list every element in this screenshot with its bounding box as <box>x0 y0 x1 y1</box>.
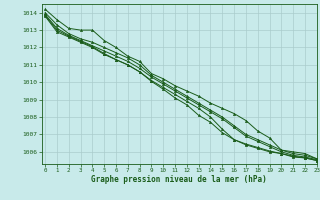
X-axis label: Graphe pression niveau de la mer (hPa): Graphe pression niveau de la mer (hPa) <box>91 175 267 184</box>
